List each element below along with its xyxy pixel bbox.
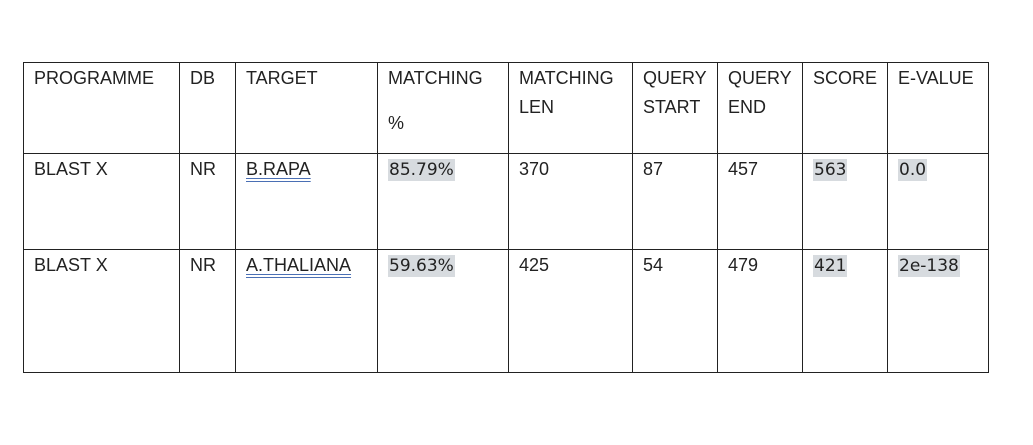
cell-score: 421 [802, 249, 888, 373]
table-row: BLAST X NR A.THALIANA 59.63% 425 54 479 … [23, 249, 989, 373]
header-db-label: DB [190, 68, 216, 88]
matching-pct-value: 59.63% [388, 255, 455, 277]
header-query-end-line1: QUERY [728, 68, 792, 88]
db-value: NR [190, 255, 216, 275]
header-query-start-line1: QUERY [643, 68, 707, 88]
header-evalue-label: E-VALUE [898, 68, 974, 88]
header-target: TARGET [235, 62, 378, 154]
matching-len-value: 370 [519, 159, 550, 179]
header-matching-len-line2: LEN [519, 97, 555, 117]
evalue-value: 2e-138 [898, 255, 960, 277]
header-query-start-line2: START [643, 97, 701, 117]
table-row: BLAST X NR B.RAPA 85.79% 370 87 457 563 … [23, 153, 989, 250]
query-end-value: 479 [728, 255, 759, 275]
target-link[interactable]: A.THALIANA [246, 255, 352, 275]
header-score: SCORE [802, 62, 888, 154]
cell-query-start: 87 [632, 153, 718, 250]
cell-programme: BLAST X [23, 249, 180, 373]
query-start-value: 87 [643, 159, 664, 179]
db-value: NR [190, 159, 216, 179]
header-programme: PROGRAMME [23, 62, 180, 154]
header-score-label: SCORE [813, 68, 878, 88]
cell-matching-len: 425 [508, 249, 633, 373]
programme-value: BLAST X [34, 159, 108, 179]
cell-matching-pct: 59.63% [377, 249, 509, 373]
cell-target: B.RAPA [235, 153, 378, 250]
header-matching-len-line1: MATCHING [519, 68, 614, 88]
header-matching-pct: MATCHING % [377, 62, 509, 154]
target-link[interactable]: B.RAPA [246, 159, 311, 179]
cell-matching-pct: 85.79% [377, 153, 509, 250]
cell-db: NR [179, 153, 236, 250]
cell-query-start: 54 [632, 249, 718, 373]
programme-value: BLAST X [34, 255, 108, 275]
score-value: 563 [813, 159, 848, 181]
cell-score: 563 [802, 153, 888, 250]
query-end-value: 457 [728, 159, 759, 179]
header-evalue: E-VALUE [887, 62, 989, 154]
query-start-value: 54 [643, 255, 664, 275]
header-query-end-line2: END [728, 97, 767, 117]
cell-query-end: 479 [717, 249, 803, 373]
score-value: 421 [813, 255, 848, 277]
cell-programme: BLAST X [23, 153, 180, 250]
header-matching-pct-line1: MATCHING [388, 68, 483, 88]
header-query-end: QUERY END [717, 62, 803, 154]
cell-db: NR [179, 249, 236, 373]
table-header-row: PROGRAMME DB TARGET MATCHING % MATCHING … [23, 62, 989, 154]
header-programme-label: PROGRAMME [34, 68, 155, 88]
matching-len-value: 425 [519, 255, 550, 275]
cell-evalue: 0.0 [887, 153, 989, 250]
header-matching-pct-line2: % [388, 113, 405, 133]
header-db: DB [179, 62, 236, 154]
cell-evalue: 2e-138 [887, 249, 989, 373]
evalue-value: 0.0 [898, 159, 928, 181]
blast-results-table: PROGRAMME DB TARGET MATCHING % MATCHING … [23, 62, 989, 373]
matching-pct-value: 85.79% [388, 159, 455, 181]
header-target-label: TARGET [246, 68, 318, 88]
cell-query-end: 457 [717, 153, 803, 250]
header-query-start: QUERY START [632, 62, 718, 154]
header-matching-len: MATCHING LEN [508, 62, 633, 154]
cell-matching-len: 370 [508, 153, 633, 250]
cell-target: A.THALIANA [235, 249, 378, 373]
